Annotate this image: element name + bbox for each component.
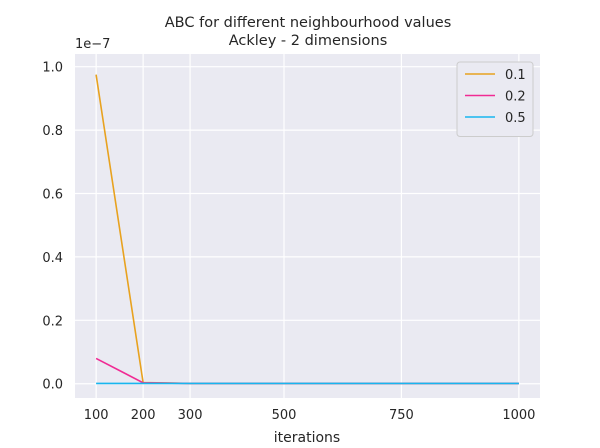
y-tick-label: 0.4 xyxy=(42,251,63,266)
y-tick-label: 1.0 xyxy=(42,61,63,76)
y-tick-label: 0.8 xyxy=(42,124,63,139)
legend: 0.1 0.2 0.5 xyxy=(456,61,534,137)
x-tick-label: 100 xyxy=(84,408,109,423)
x-tick-label: 1000 xyxy=(502,408,535,423)
x-axis-label: iterations xyxy=(274,430,340,446)
x-tick-label: 300 xyxy=(178,408,203,423)
y-offset-text: 1e−7 xyxy=(75,37,110,52)
x-tick-labels: 100 200 300 500 750 1000 xyxy=(84,408,536,423)
chart-title: ABC for different neighbourhood values xyxy=(165,15,452,31)
x-tick-label: 500 xyxy=(272,408,297,423)
y-tick-label: 0.6 xyxy=(42,188,63,203)
legend-label: 0.1 xyxy=(505,68,526,83)
legend-label: 0.2 xyxy=(505,90,526,105)
x-tick-label: 750 xyxy=(389,408,414,423)
legend-box xyxy=(456,61,534,137)
chart-subtitle: Ackley - 2 dimensions xyxy=(229,33,388,49)
y-tick-labels: 0.0 0.2 0.4 0.6 0.8 1.0 xyxy=(42,61,63,393)
x-tick-label: 200 xyxy=(131,408,156,423)
legend-label: 0.5 xyxy=(505,111,526,126)
series-lines xyxy=(95,74,519,385)
y-tick-label: 0.0 xyxy=(42,378,63,393)
y-tick-label: 0.2 xyxy=(42,314,63,329)
